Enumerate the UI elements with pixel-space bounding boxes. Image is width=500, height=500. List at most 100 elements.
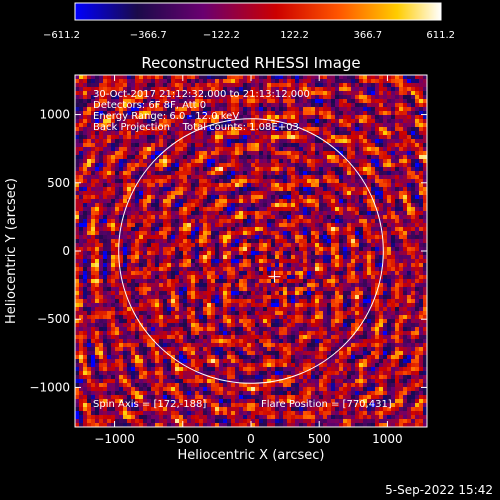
heatmap-cell xyxy=(287,299,292,304)
heatmap-cell xyxy=(195,123,200,128)
heatmap-cell xyxy=(311,123,316,128)
heatmap-cell xyxy=(295,299,300,304)
heatmap-cell xyxy=(207,219,212,224)
heatmap-cell xyxy=(139,279,144,284)
heatmap-cell xyxy=(327,271,332,276)
heatmap-cell xyxy=(407,283,412,288)
heatmap-cell xyxy=(227,283,232,288)
heatmap-cell xyxy=(351,223,356,228)
heatmap-cell xyxy=(239,111,244,116)
heatmap-cell xyxy=(127,219,132,224)
heatmap-cell xyxy=(303,179,308,184)
heatmap-cell xyxy=(231,187,236,192)
heatmap-cell xyxy=(155,111,160,116)
heatmap-cell xyxy=(359,75,364,80)
heatmap-cell xyxy=(339,187,344,192)
heatmap-cell xyxy=(291,95,296,100)
heatmap-cell xyxy=(139,239,144,244)
heatmap-cell xyxy=(315,251,320,256)
heatmap-cell xyxy=(371,219,376,224)
heatmap-cell xyxy=(239,115,244,120)
heatmap-cell xyxy=(211,179,216,184)
heatmap-cell xyxy=(331,107,336,112)
heatmap-cell xyxy=(135,99,140,104)
heatmap-cell xyxy=(235,291,240,296)
heatmap-cell xyxy=(171,87,176,92)
heatmap-cell xyxy=(191,99,196,104)
heatmap-cell xyxy=(167,95,172,100)
heatmap-cell xyxy=(159,163,164,168)
heatmap-cell xyxy=(123,251,128,256)
heatmap-cell xyxy=(359,291,364,296)
heatmap-cell xyxy=(331,167,336,172)
heatmap-cell xyxy=(87,135,92,140)
heatmap-cell xyxy=(87,275,92,280)
heatmap-cell xyxy=(107,279,112,284)
heatmap-cell xyxy=(271,279,276,284)
heatmap-cell xyxy=(295,131,300,136)
heatmap-cell xyxy=(363,215,368,220)
heatmap-cell xyxy=(311,283,316,288)
heatmap-cell xyxy=(351,231,356,236)
heatmap-cell xyxy=(327,95,332,100)
heatmap-cell xyxy=(75,219,80,224)
heatmap-cell xyxy=(123,115,128,120)
heatmap-cell xyxy=(175,263,180,268)
heatmap-cell xyxy=(219,111,224,116)
heatmap-cell xyxy=(319,79,324,84)
heatmap-cell xyxy=(215,123,220,128)
heatmap-cell xyxy=(323,111,328,116)
heatmap-cell xyxy=(243,283,248,288)
heatmap-cell xyxy=(335,183,340,188)
heatmap-cell xyxy=(151,207,156,212)
heatmap-cell xyxy=(83,87,88,92)
heatmap-cell xyxy=(347,183,352,188)
heatmap-cell xyxy=(287,135,292,140)
heatmap-cell xyxy=(179,187,184,192)
heatmap-cell xyxy=(287,203,292,208)
heatmap-cell xyxy=(347,91,352,96)
heatmap-cell xyxy=(179,87,184,92)
heatmap-cell xyxy=(391,143,396,148)
heatmap-cell xyxy=(119,251,124,256)
heatmap-cell xyxy=(267,283,272,288)
heatmap-cell xyxy=(183,127,188,132)
heatmap-cell xyxy=(95,87,100,92)
heatmap-cell xyxy=(375,111,380,116)
heatmap-cell xyxy=(299,111,304,116)
heatmap-cell xyxy=(147,183,152,188)
heatmap-cell xyxy=(127,203,132,208)
heatmap-cell xyxy=(215,195,220,200)
heatmap-cell xyxy=(263,175,268,180)
heatmap-cell xyxy=(375,163,380,168)
heatmap-cell xyxy=(399,123,404,128)
heatmap-cell xyxy=(243,103,248,108)
heatmap-cell xyxy=(371,263,376,268)
heatmap-cell xyxy=(203,223,208,228)
heatmap-cell xyxy=(219,215,224,220)
heatmap-cell xyxy=(179,159,184,164)
heatmap-cell xyxy=(407,163,412,168)
heatmap-cell xyxy=(91,159,96,164)
heatmap-cell xyxy=(155,183,160,188)
heatmap-cell xyxy=(163,87,168,92)
heatmap-cell xyxy=(247,195,252,200)
heatmap-cell xyxy=(243,295,248,300)
heatmap-cell xyxy=(307,203,312,208)
heatmap-cell xyxy=(235,215,240,220)
heatmap-cell xyxy=(275,231,280,236)
heatmap-cell xyxy=(215,163,220,168)
heatmap-cell xyxy=(251,115,256,120)
heatmap-cell xyxy=(203,95,208,100)
heatmap-cell xyxy=(355,215,360,220)
heatmap-cell xyxy=(279,163,284,168)
heatmap-cell xyxy=(335,175,340,180)
heatmap-cell xyxy=(303,235,308,240)
heatmap-cell xyxy=(131,187,136,192)
heatmap-cell xyxy=(79,207,84,212)
heatmap-cell xyxy=(303,191,308,196)
heatmap-cell xyxy=(239,255,244,260)
heatmap-cell xyxy=(347,199,352,204)
heatmap-cell xyxy=(115,75,120,80)
heatmap-cell xyxy=(303,91,308,96)
